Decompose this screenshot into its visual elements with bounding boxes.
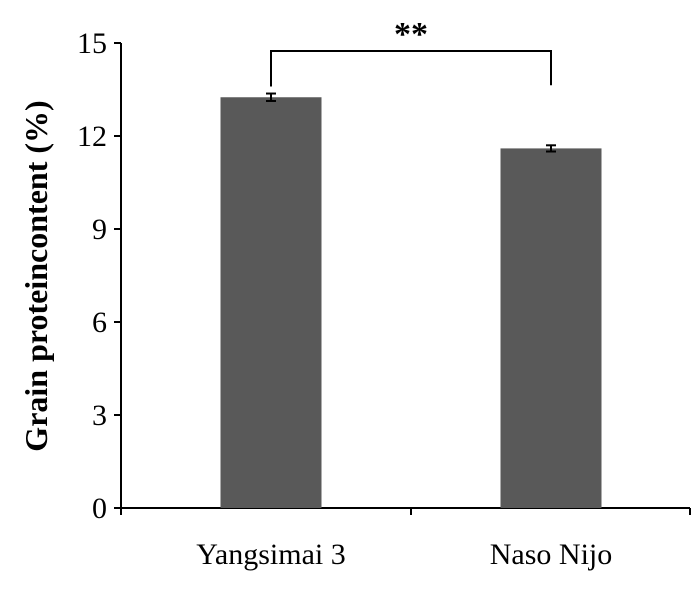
- significance-bracket-line: [270, 50, 552, 87]
- y-tick-label: 15: [77, 27, 107, 60]
- y-tick-label: 3: [92, 399, 107, 432]
- y-axis-label-group: Grain proteincontent (%): [18, 100, 54, 451]
- x-category-labels: Yangsimai 3 Naso Nijo: [196, 538, 612, 571]
- x-category-label: Naso Nijo: [490, 538, 613, 571]
- y-tick-label: 9: [92, 213, 107, 246]
- y-tick-label: 6: [92, 306, 107, 339]
- x-category-label: Yangsimai 3: [196, 538, 345, 571]
- y-tick-label: 12: [77, 120, 107, 153]
- axes: [120, 43, 690, 509]
- y-ticks: 0 3 6 9 12 15: [77, 27, 691, 525]
- significance-label: **: [394, 16, 428, 53]
- y-tick-label: 0: [92, 492, 107, 525]
- bars: [220, 92, 602, 508]
- bar: [500, 148, 602, 508]
- y-axis-label: Grain proteincontent (%): [18, 100, 54, 451]
- significance-bracket: **: [270, 16, 552, 87]
- bar: [220, 97, 322, 508]
